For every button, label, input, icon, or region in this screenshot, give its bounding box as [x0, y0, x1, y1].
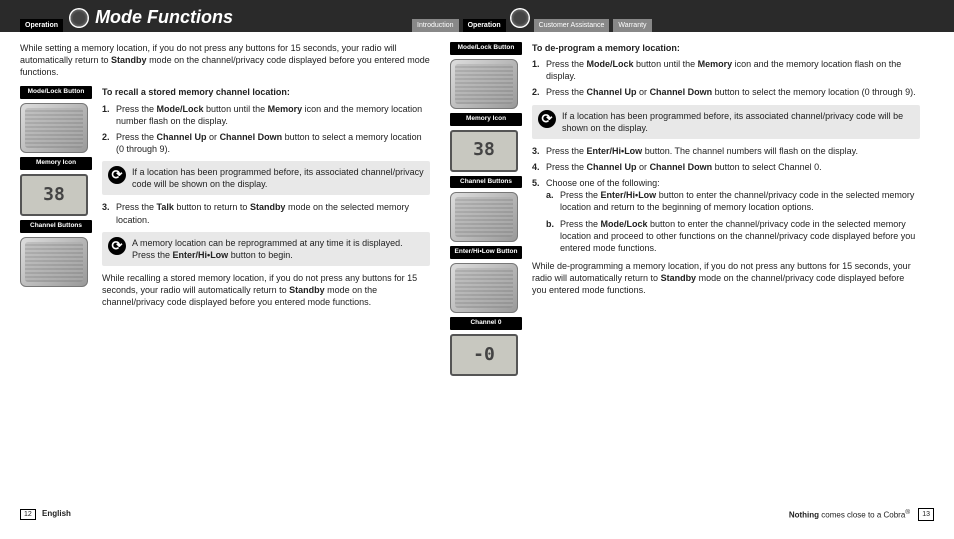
lcd-image: 38 [450, 130, 518, 172]
recall-steps-cont: Press the Talk button to return to Stand… [102, 201, 430, 225]
note-text: A memory location can be reprogrammed at… [132, 237, 424, 261]
step-5a: Press the Enter/Hi•Low button to enter t… [546, 189, 920, 213]
deprogram-steps: Press the Mode/Lock button until the Mem… [532, 58, 920, 98]
device-image [20, 237, 88, 287]
device-image [20, 103, 88, 153]
footer: 12 English Nothing comes close to a Cobr… [20, 508, 934, 521]
intro-text: While setting a memory location, if you … [20, 42, 430, 78]
label-memory-icon: Memory Icon [20, 157, 92, 170]
footer-language: English [42, 509, 71, 518]
page-number-left: 12 [20, 509, 36, 520]
note-icon [108, 166, 126, 184]
page-body: While setting a memory location, if you … [0, 32, 954, 376]
step-5b: Press the Mode/Lock button to enter the … [546, 218, 920, 254]
step-4: Press the Channel Up or Channel Down but… [532, 161, 920, 173]
note-icon [108, 237, 126, 255]
device-image [450, 192, 518, 242]
step-3: Press the Enter/Hi•Low button. The chann… [532, 145, 920, 157]
tab-customer-assistance: Customer Assistance [534, 19, 610, 32]
tab-operation-right: Operation [463, 19, 506, 32]
note-box: A memory location can be reprogrammed at… [102, 232, 430, 266]
left-labels-column: Mode/Lock Button Memory Icon 38 Channel … [20, 86, 92, 314]
step-2: Press the Channel Up or Channel Down but… [102, 131, 430, 155]
label-channel-buttons: Channel Buttons [20, 220, 92, 233]
note-text: If a location has been programmed before… [132, 166, 424, 190]
recall-steps: Press the Mode/Lock button until the Mem… [102, 103, 430, 156]
step-1: Press the Mode/Lock button until the Mem… [102, 103, 430, 127]
deprogram-steps-cont: Press the Enter/Hi•Low button. The chann… [532, 145, 920, 254]
footer-left: 12 English [20, 509, 71, 520]
outro-text: While recalling a stored memory location… [102, 272, 430, 308]
footer-brand-text: comes close to a Cobra [819, 510, 905, 519]
deprogram-heading: To de-program a memory location: [532, 42, 920, 54]
note-icon [538, 110, 556, 128]
substeps: Press the Enter/Hi•Low button to enter t… [546, 189, 920, 254]
outro-text: While de-programming a memory location, … [532, 260, 920, 296]
note-box: If a location has been programmed before… [532, 105, 920, 139]
tab-introduction: Introduction [412, 19, 459, 32]
label-mode-lock: Mode/Lock Button [450, 42, 522, 55]
header-bar: Operation Mode Functions Introduction Op… [0, 0, 954, 32]
step-3: Press the Talk button to return to Stand… [102, 201, 430, 225]
note-box: If a location has been programmed before… [102, 161, 430, 195]
right-page: Mode/Lock Button Memory Icon 38 Channel … [450, 42, 920, 376]
label-channel-buttons: Channel Buttons [450, 176, 522, 189]
footer-right: Nothing comes close to a Cobra® 13 [789, 508, 934, 521]
tab-operation-left: Operation [20, 19, 63, 32]
right-labels-column: Mode/Lock Button Memory Icon 38 Channel … [450, 42, 522, 376]
logo-icon [69, 8, 89, 28]
device-image [450, 263, 518, 313]
label-enter-hilow: Enter/Hi•Low Button [450, 246, 522, 259]
page-title: Mode Functions [95, 5, 233, 32]
tab-warranty: Warranty [613, 19, 651, 32]
label-channel-0: Channel 0 [450, 317, 522, 330]
page-number-right: 13 [918, 508, 934, 521]
left-page: While setting a memory location, if you … [20, 42, 430, 376]
step-2: Press the Channel Up or Channel Down but… [532, 86, 920, 98]
lcd-image: 38 [20, 174, 88, 216]
label-mode-lock: Mode/Lock Button [20, 86, 92, 99]
recall-heading: To recall a stored memory channel locati… [102, 86, 430, 98]
step-5: Choose one of the following: Press the E… [532, 177, 920, 254]
device-image [450, 59, 518, 109]
note-text: If a location has been programmed before… [562, 110, 914, 134]
registered-icon: ® [905, 509, 910, 516]
logo-icon [510, 8, 530, 28]
footer-brand-bold: Nothing [789, 510, 819, 519]
lcd-image: -0 [450, 334, 518, 376]
step-1: Press the Mode/Lock button until the Mem… [532, 58, 920, 82]
label-memory-icon: Memory Icon [450, 113, 522, 126]
